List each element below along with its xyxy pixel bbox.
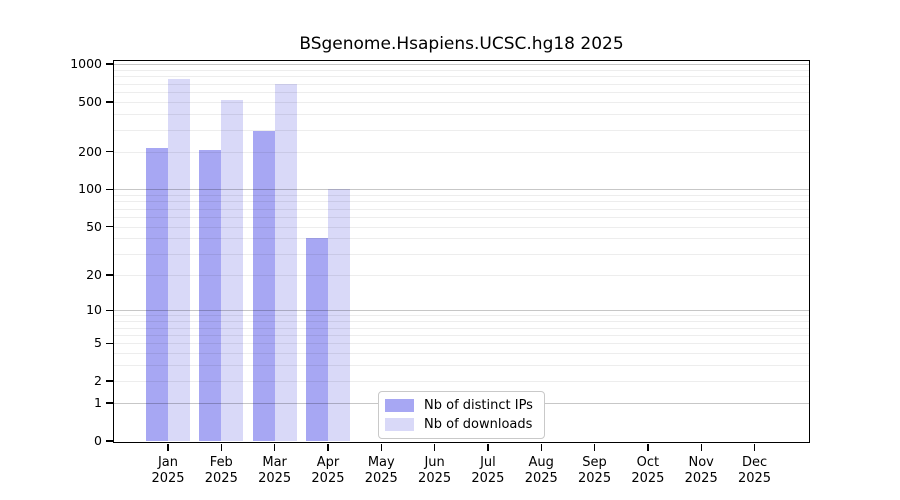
bar-downloads-mar xyxy=(274,84,297,441)
chart-title: BSgenome.Hsapiens.UCSC.hg18 2025 xyxy=(299,34,624,54)
y-tick-label-2: 2 xyxy=(94,373,102,389)
bar-distinct-ips-apr xyxy=(305,238,328,441)
minor-gridline-2 xyxy=(114,381,809,383)
bar-downloads-jan xyxy=(168,79,190,441)
bar-distinct-ips-jan xyxy=(146,147,168,441)
y-tick-200 xyxy=(105,151,113,153)
x-tick-label-mar: Mar 2025 xyxy=(258,455,292,486)
bar-distinct-ips-feb xyxy=(199,150,222,441)
legend-swatch-distinct-ips xyxy=(385,399,414,412)
x-tick-label-may: May 2025 xyxy=(364,455,398,486)
legend-label-downloads: Nb of downloads xyxy=(424,417,533,432)
y-tick-1000 xyxy=(105,63,113,65)
plot-area: 0 1 2 5 10 20 50 100 200 500 1000 Jan 2025 Feb 2025 Mar… xyxy=(70,57,810,486)
y-tick-100 xyxy=(105,188,113,190)
y-tick-label-100: 100 xyxy=(78,181,102,197)
legend-item-distinct-ips: Nb of distinct IPs xyxy=(385,398,536,413)
x-tick-dec xyxy=(753,443,756,451)
minor-gridline-4 xyxy=(114,353,809,355)
y-tick-label-50: 50 xyxy=(86,218,102,234)
x-tick-feb xyxy=(220,443,222,451)
minor-gridline-800 xyxy=(114,76,809,78)
minor-gridline-60 xyxy=(114,216,809,218)
minor-gridline-5 xyxy=(114,343,809,345)
minor-gridline-9 xyxy=(114,315,809,317)
y-tick-2 xyxy=(105,380,113,382)
y-tick-label-1000: 1000 xyxy=(70,56,102,72)
x-tick-jul xyxy=(487,443,489,451)
minor-gridline-90 xyxy=(114,194,809,196)
minor-gridline-20 xyxy=(114,274,809,276)
y-tick-500 xyxy=(105,101,113,103)
x-tick-nov xyxy=(700,443,702,451)
minor-gridline-7 xyxy=(114,327,809,329)
bar-downloads-apr xyxy=(327,188,350,441)
x-tick-label-dec: Dec 2025 xyxy=(737,455,772,486)
bar-distinct-ips-mar xyxy=(252,130,275,441)
x-tick-label-aug: Aug 2025 xyxy=(524,455,558,486)
minor-gridline-200 xyxy=(114,151,809,153)
y-tick-label-200: 200 xyxy=(78,143,102,159)
x-tick-label-oct: Oct 2025 xyxy=(631,455,665,486)
y-tick-label-10: 10 xyxy=(86,302,102,318)
x-tick-oct xyxy=(647,443,649,451)
minor-gridline-30 xyxy=(114,253,809,255)
y-tick-5 xyxy=(105,342,113,344)
x-tick-aug xyxy=(540,443,542,451)
y-tick-label-1: 1 xyxy=(94,395,102,411)
x-tick-may xyxy=(380,443,382,451)
y-tick-label-500: 500 xyxy=(78,93,102,109)
x-tick-sep xyxy=(593,443,596,451)
y-tick-10 xyxy=(105,309,113,311)
minor-gridline-70 xyxy=(114,208,809,210)
x-tick-label-feb: Feb 2025 xyxy=(204,455,238,486)
x-tick-label-nov: Nov 2025 xyxy=(684,455,718,486)
x-tick-label-apr: Apr 2025 xyxy=(311,455,345,486)
y-tick-1 xyxy=(105,402,113,404)
minor-gridline-300 xyxy=(114,129,809,131)
minor-gridline-3 xyxy=(114,365,809,367)
y-tick-label-0: 0 xyxy=(94,433,102,448)
minor-gridline-40 xyxy=(114,238,809,240)
x-tick-jan xyxy=(167,443,169,451)
legend-swatch-downloads xyxy=(385,418,414,431)
x-tick-label-jul: Jul 2025 xyxy=(471,455,505,486)
y-tick-50 xyxy=(105,225,113,228)
minor-gridline-400 xyxy=(114,114,809,116)
minor-gridline-6 xyxy=(114,334,809,336)
y-tick-20 xyxy=(105,274,113,276)
major-gridline-1000 xyxy=(114,64,809,66)
legend-item-downloads: Nb of downloads xyxy=(385,417,536,432)
y-tick-label-5: 5 xyxy=(94,335,102,351)
y-tick-label-20: 20 xyxy=(86,266,102,282)
x-tick-apr xyxy=(327,443,329,451)
legend: Nb of distinct IPs Nb of downloads xyxy=(378,391,545,439)
y-tick-0 xyxy=(105,440,113,442)
minor-gridline-900 xyxy=(114,69,809,71)
x-tick-mar xyxy=(273,443,276,451)
minor-gridline-700 xyxy=(114,83,809,85)
x-tick-jun xyxy=(433,443,436,451)
minor-gridline-600 xyxy=(114,92,809,93)
minor-gridline-80 xyxy=(114,201,809,203)
minor-gridline-8 xyxy=(114,321,809,323)
major-gridline-10 xyxy=(114,310,809,312)
x-tick-label-jun: Jun 2025 xyxy=(418,455,452,486)
minor-gridline-500 xyxy=(114,101,809,103)
x-tick-label-sep: Sep 2025 xyxy=(578,455,612,486)
major-gridline-100 xyxy=(114,189,809,191)
legend-label-distinct-ips: Nb of distinct IPs xyxy=(424,398,533,413)
minor-gridline-50 xyxy=(114,226,809,228)
bar-downloads-feb xyxy=(221,99,244,441)
x-tick-label-jan: Jan 2025 xyxy=(151,455,185,486)
